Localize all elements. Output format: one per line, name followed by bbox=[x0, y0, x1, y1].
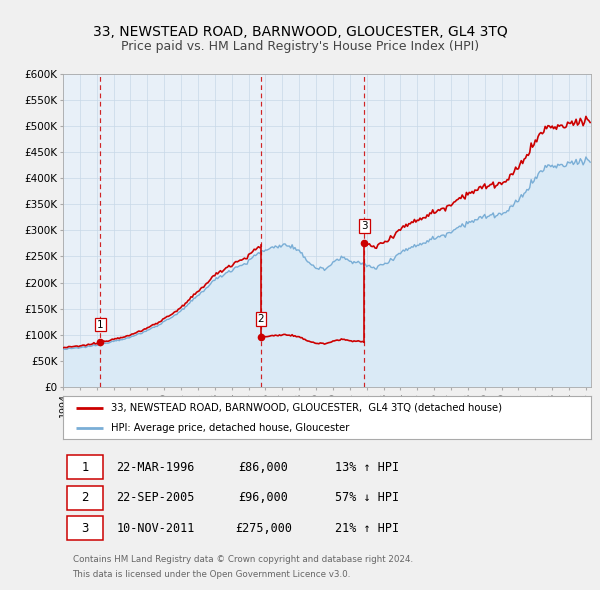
Text: £86,000: £86,000 bbox=[239, 461, 289, 474]
Text: 2: 2 bbox=[82, 491, 89, 504]
Text: 57% ↓ HPI: 57% ↓ HPI bbox=[335, 491, 398, 504]
Text: HPI: Average price, detached house, Gloucester: HPI: Average price, detached house, Glou… bbox=[110, 422, 349, 432]
Text: 33, NEWSTEAD ROAD, BARNWOOD, GLOUCESTER,  GL4 3TQ (detached house): 33, NEWSTEAD ROAD, BARNWOOD, GLOUCESTER,… bbox=[110, 403, 502, 413]
Text: 21% ↑ HPI: 21% ↑ HPI bbox=[335, 522, 398, 535]
Text: 13% ↑ HPI: 13% ↑ HPI bbox=[335, 461, 398, 474]
Text: 1: 1 bbox=[97, 320, 104, 330]
Text: Contains HM Land Registry data © Crown copyright and database right 2024.: Contains HM Land Registry data © Crown c… bbox=[73, 555, 413, 564]
FancyBboxPatch shape bbox=[67, 516, 103, 540]
Text: 33, NEWSTEAD ROAD, BARNWOOD, GLOUCESTER, GL4 3TQ: 33, NEWSTEAD ROAD, BARNWOOD, GLOUCESTER,… bbox=[92, 25, 508, 39]
Text: £96,000: £96,000 bbox=[239, 491, 289, 504]
FancyBboxPatch shape bbox=[67, 486, 103, 510]
Text: 1: 1 bbox=[82, 461, 89, 474]
Text: 22-MAR-1996: 22-MAR-1996 bbox=[116, 461, 194, 474]
FancyBboxPatch shape bbox=[67, 455, 103, 479]
Text: 3: 3 bbox=[361, 221, 368, 231]
Text: 2: 2 bbox=[257, 314, 264, 325]
Text: £275,000: £275,000 bbox=[235, 522, 292, 535]
Text: Price paid vs. HM Land Registry's House Price Index (HPI): Price paid vs. HM Land Registry's House … bbox=[121, 40, 479, 53]
Text: 10-NOV-2011: 10-NOV-2011 bbox=[116, 522, 194, 535]
Text: 22-SEP-2005: 22-SEP-2005 bbox=[116, 491, 194, 504]
Text: 3: 3 bbox=[82, 522, 89, 535]
Text: This data is licensed under the Open Government Licence v3.0.: This data is licensed under the Open Gov… bbox=[73, 571, 351, 579]
